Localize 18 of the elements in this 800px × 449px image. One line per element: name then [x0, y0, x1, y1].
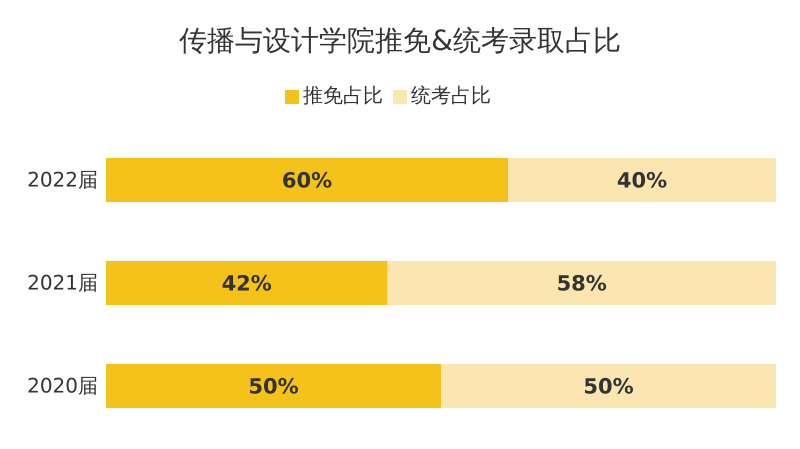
data-label: 50% [583, 374, 634, 398]
y-tick-label: 2022届 [27, 168, 98, 192]
y-tick-label: 2020届 [27, 374, 98, 398]
bar [106, 158, 508, 202]
y-tick-label: 2021届 [27, 270, 98, 295]
bar [508, 158, 776, 202]
data-label: 58% [556, 271, 607, 296]
data-label: 60% [282, 168, 332, 192]
legend-label: 推免占比 [303, 83, 383, 107]
bar [387, 261, 776, 305]
data-label: 42% [222, 271, 272, 296]
bar [106, 364, 441, 408]
bar [441, 364, 776, 408]
data-label: 40% [616, 168, 668, 192]
data-label: 50% [248, 374, 299, 398]
legend-label: 统考占比 [411, 83, 491, 107]
bar [106, 261, 388, 305]
chart-title: 传播与设计学院推免&统考录取占比 [178, 23, 622, 59]
